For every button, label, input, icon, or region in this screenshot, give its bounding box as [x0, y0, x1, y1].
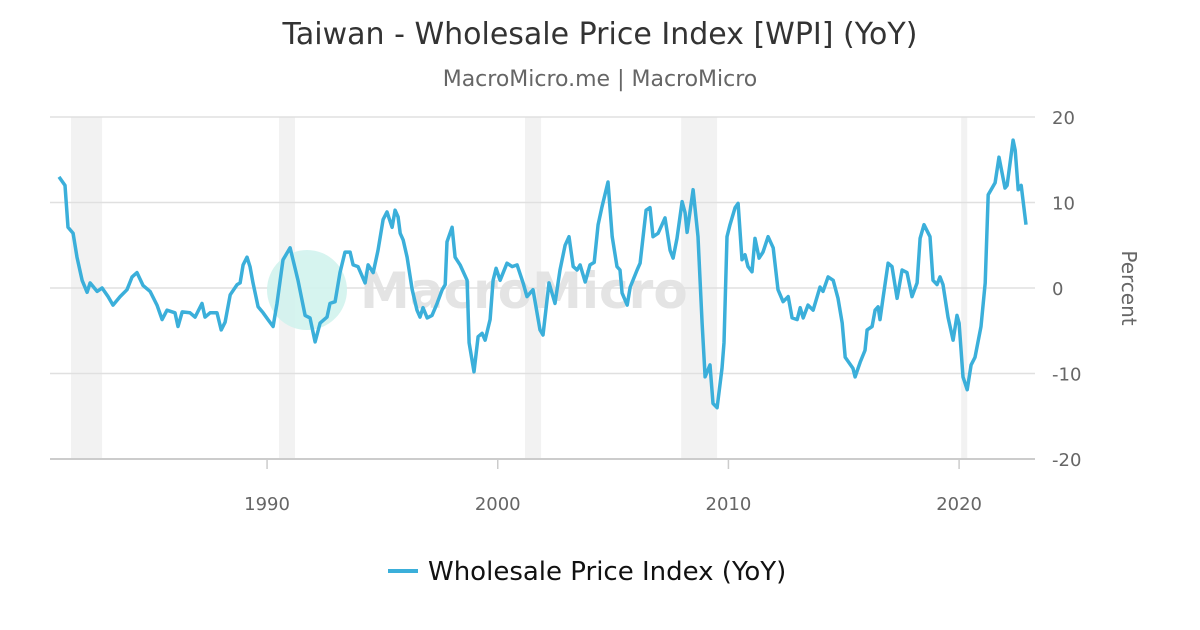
watermark-logo: MacroMicro [267, 250, 688, 330]
y-axis: 20 10 0 -10 -20 [1052, 108, 1081, 471]
x-tick-label: 1990 [244, 494, 290, 515]
legend-label[interactable]: Wholesale Price Index (YoY) [428, 557, 786, 587]
x-tick-label: 2000 [475, 494, 521, 515]
series-line-wpi-yoy [57, 138, 1028, 410]
y-tick-label: 20 [1052, 108, 1075, 129]
y-tick-label: -10 [1052, 365, 1081, 386]
x-tick-label: 2010 [706, 494, 752, 515]
x-axis: 1990 2000 2010 2020 [244, 459, 982, 515]
y-tick-label: 0 [1052, 279, 1063, 300]
y-axis-label: Percent [1117, 250, 1141, 325]
chart-title: Taiwan - Wholesale Price Index [WPI] (Yo… [282, 17, 918, 52]
chart-subtitle: MacroMicro.me | MacroMicro [443, 67, 758, 92]
gridlines [50, 116, 1035, 460]
y-tick-label: -20 [1052, 450, 1081, 471]
legend[interactable]: Wholesale Price Index (YoY) [388, 557, 786, 587]
x-tick-label: 2020 [936, 494, 982, 515]
y-tick-label: 10 [1052, 194, 1075, 215]
